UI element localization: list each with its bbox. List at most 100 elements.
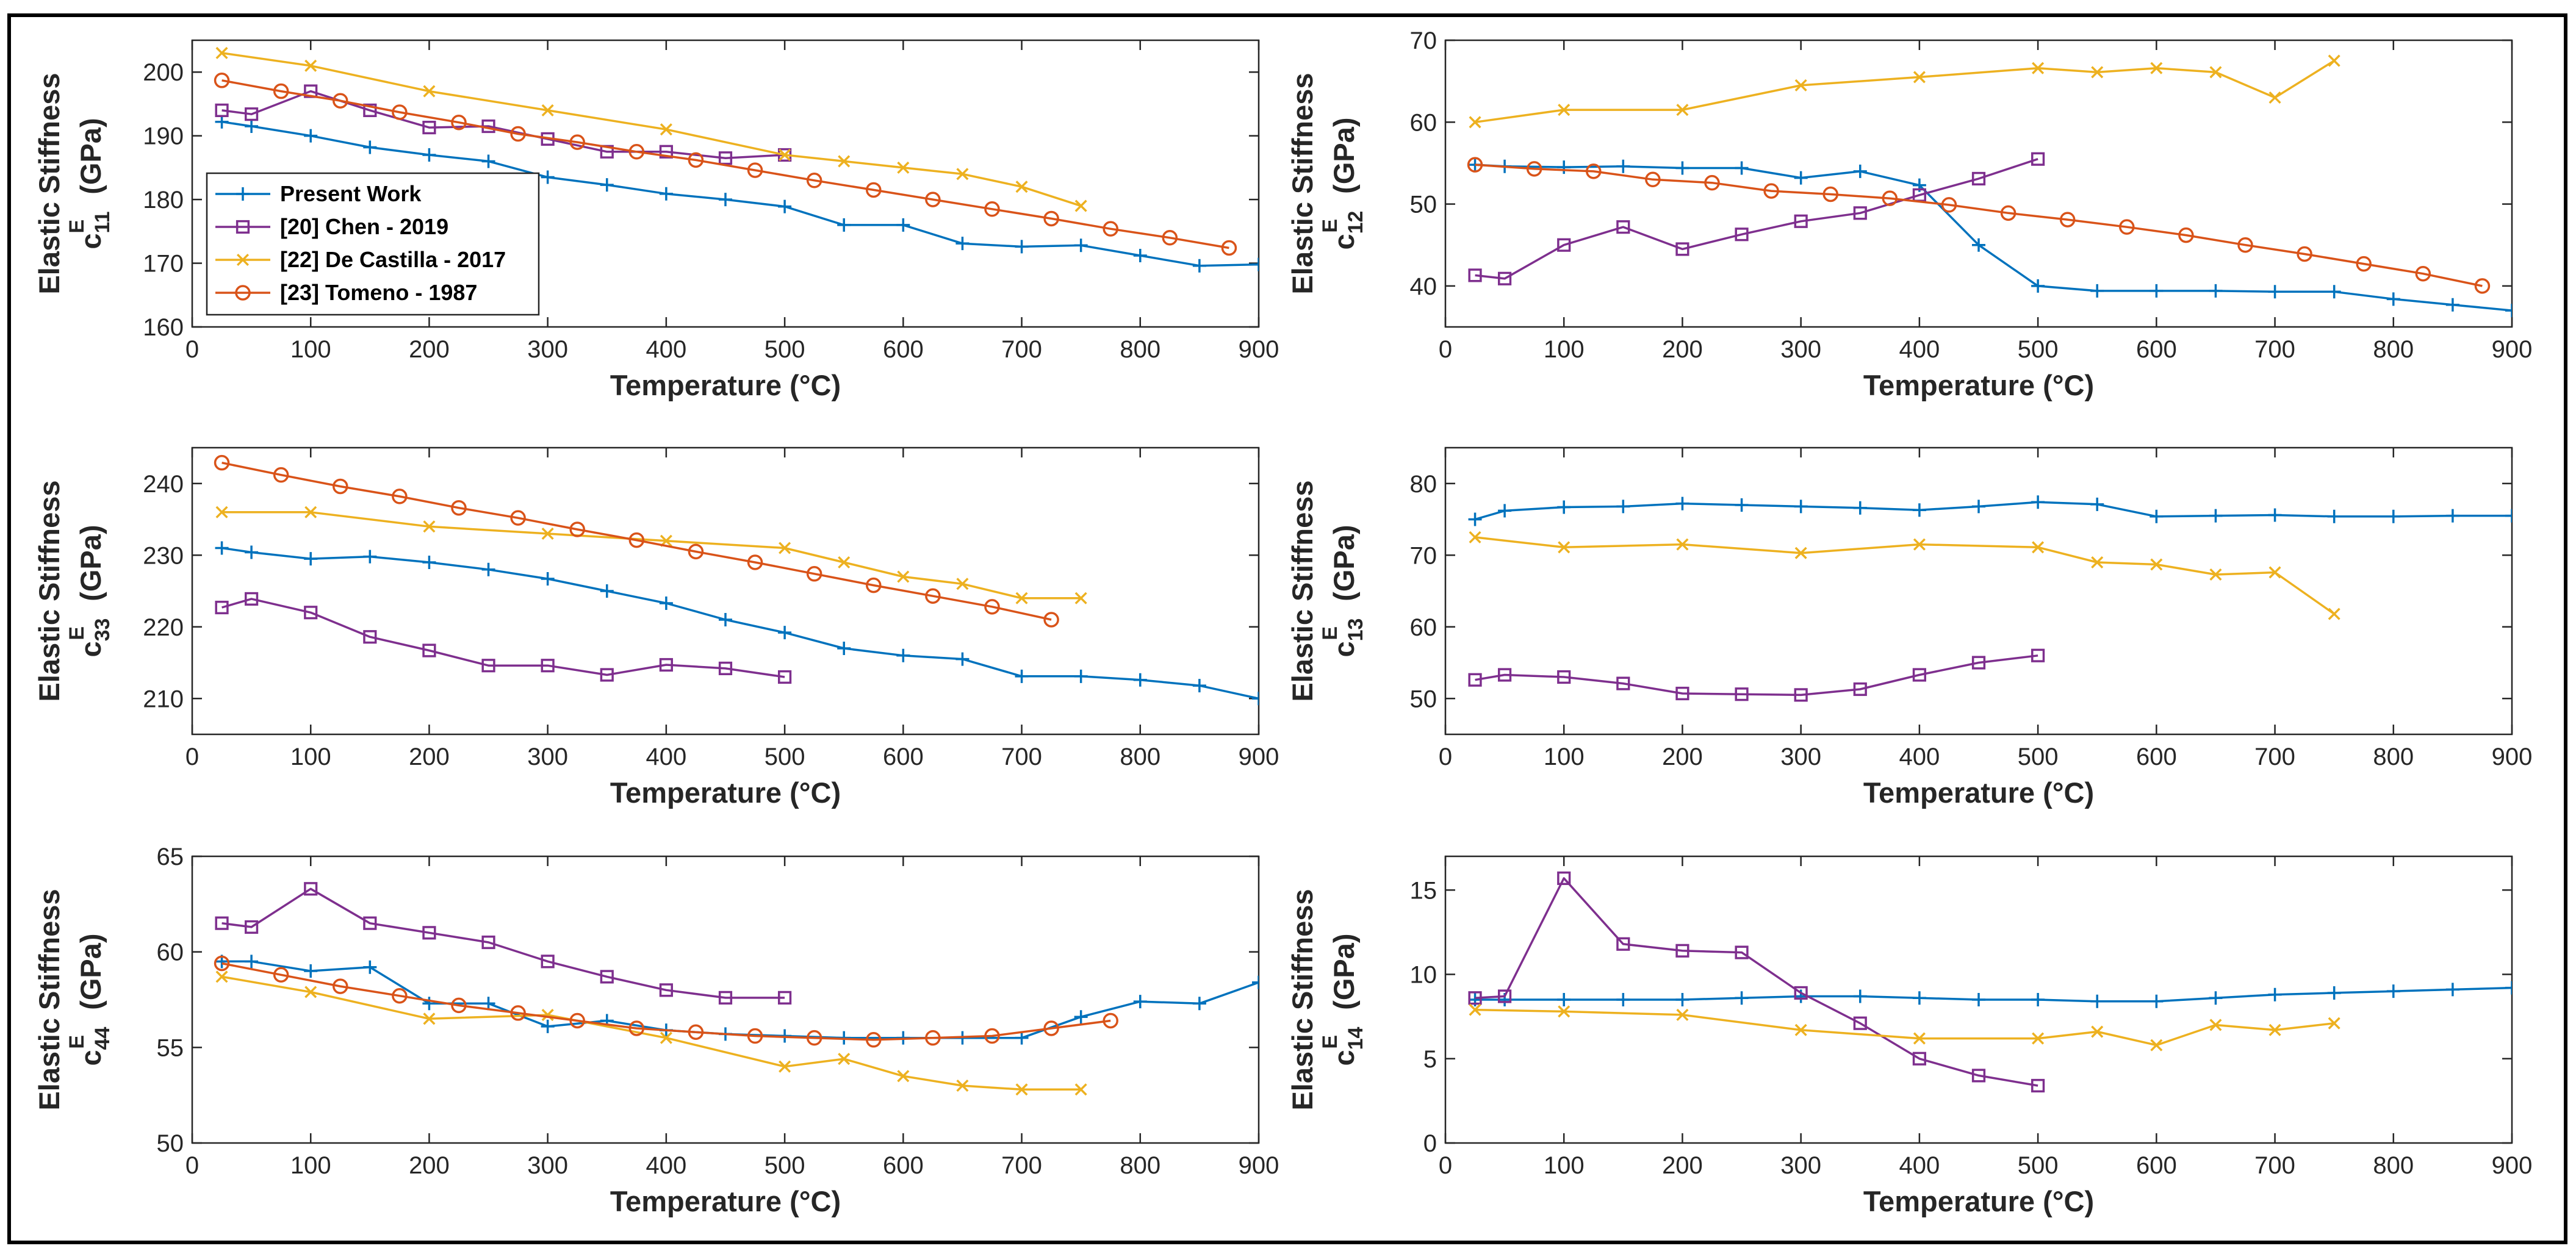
- data-point: [2268, 987, 2282, 1001]
- data-point: [363, 916, 377, 930]
- data-point: [1558, 1005, 1570, 1018]
- x-tick-label: 600: [2136, 743, 2177, 770]
- series-c33-2: [215, 506, 1087, 604]
- data-point: [2505, 981, 2512, 995]
- x-tick-label: 500: [2018, 743, 2059, 770]
- data-point: [2474, 278, 2491, 294]
- x-tick-label: 100: [290, 1152, 331, 1179]
- data-point: [245, 920, 259, 934]
- data-point: [1252, 692, 1259, 706]
- data-point: [1794, 500, 1808, 514]
- series-line: [1475, 877, 2038, 1087]
- data-point: [838, 1053, 851, 1066]
- y-axis-label-symbol: c12E (GPa): [1319, 117, 1367, 249]
- data-point: [1557, 670, 1571, 684]
- data-point: [838, 556, 851, 569]
- data-point: [2327, 986, 2341, 1000]
- x-tick-label: 700: [1001, 743, 1042, 770]
- y-tick-label: 60: [1410, 109, 1437, 136]
- data-point: [2328, 54, 2340, 67]
- data-point: [481, 935, 495, 950]
- data-point: [392, 489, 408, 504]
- series-c44-3: [214, 955, 1118, 1048]
- data-point: [1015, 240, 1029, 254]
- data-point: [984, 1028, 1000, 1044]
- data-point: [215, 916, 229, 930]
- x-tick-label: 200: [409, 743, 450, 770]
- y-tick-label: 70: [1410, 542, 1437, 569]
- data-point: [2031, 152, 2045, 166]
- data-point: [600, 178, 614, 192]
- data-point: [778, 991, 792, 1005]
- data-point: [659, 145, 673, 159]
- plot-area-c13: [1444, 446, 2513, 736]
- data-point: [659, 596, 673, 610]
- data-point: [1972, 238, 1985, 252]
- data-point: [2445, 298, 2459, 312]
- y-tick-label: 70: [1410, 27, 1437, 54]
- x-tick-label: 200: [1662, 1152, 1703, 1179]
- y-axis-label-symbol: c14E (GPa): [1319, 933, 1367, 1066]
- x-tick-label: 400: [646, 743, 687, 770]
- data-point: [422, 556, 436, 569]
- data-point: [245, 107, 259, 121]
- data-point: [1735, 228, 1749, 242]
- series-line: [1475, 163, 2483, 287]
- x-tick-label: 400: [646, 1152, 687, 1179]
- data-point: [1469, 1003, 1481, 1016]
- data-point: [955, 237, 970, 251]
- y-axis-superscript: E: [1319, 1035, 1342, 1049]
- x-tick-label: 200: [1662, 743, 1703, 770]
- panel-c11: 0 100 200 300 400 500 600 700 800 900 160 170 180 190…: [33, 39, 1279, 401]
- data-point: [806, 1030, 822, 1046]
- x-axis-label: Temperature (°C): [1863, 369, 2094, 401]
- legend-marker: [235, 285, 251, 301]
- plot-area-c33: [191, 446, 1260, 736]
- data-point: [1162, 230, 1178, 246]
- series-c12-2: [1469, 54, 2340, 129]
- y-axis-subscript: 44: [91, 1026, 114, 1050]
- data-point: [1558, 541, 1570, 554]
- data-point: [2031, 1078, 2045, 1093]
- data-point: [1912, 991, 1926, 1005]
- data-point: [569, 521, 585, 537]
- data-point: [215, 541, 229, 555]
- data-point: [541, 955, 555, 969]
- y-axis-subscript: 33: [91, 618, 114, 642]
- y-tick-label: 60: [1410, 614, 1437, 641]
- data-point: [541, 1009, 554, 1022]
- data-point: [2031, 279, 2045, 293]
- y-axis-unit: (GPa): [74, 933, 107, 1017]
- x-tick-label: 900: [2492, 1152, 2533, 1179]
- x-tick-label: 100: [1544, 743, 1585, 770]
- data-point: [1676, 538, 1689, 551]
- x-tick-label: 600: [883, 743, 924, 770]
- data-point: [1498, 989, 1512, 1003]
- data-point: [1853, 682, 1867, 697]
- series-line: [1475, 654, 2038, 697]
- data-point: [2119, 219, 2135, 235]
- data-point: [955, 652, 970, 666]
- x-tick-label: 0: [185, 336, 199, 363]
- series-line: [221, 887, 785, 999]
- data-point: [245, 545, 259, 559]
- data-point: [925, 1030, 941, 1046]
- panel-c12: 0 100 200 300 400 500 600 700 800 900 40 50 60 70 Temp…: [1286, 27, 2532, 401]
- data-point: [1675, 944, 1689, 958]
- data-point: [2386, 984, 2400, 998]
- legend: Present Work [20] Chen - 2019 [22] De Cast…: [206, 172, 540, 316]
- data-point: [2000, 205, 2017, 221]
- x-tick-label: 900: [1239, 336, 1279, 363]
- data-point: [2209, 284, 2223, 298]
- data-point: [2031, 993, 2045, 1006]
- data-point: [1763, 183, 1779, 199]
- x-tick-label: 400: [1899, 1152, 1940, 1179]
- data-point: [719, 193, 732, 207]
- x-tick-label: 800: [2373, 743, 2414, 770]
- x-tick-label: 0: [185, 1152, 199, 1179]
- x-tick-label: 0: [185, 743, 199, 770]
- data-point: [1015, 181, 1028, 193]
- x-tick-label: 500: [765, 1152, 805, 1179]
- data-point: [1221, 240, 1237, 256]
- legend-marker: [236, 187, 250, 201]
